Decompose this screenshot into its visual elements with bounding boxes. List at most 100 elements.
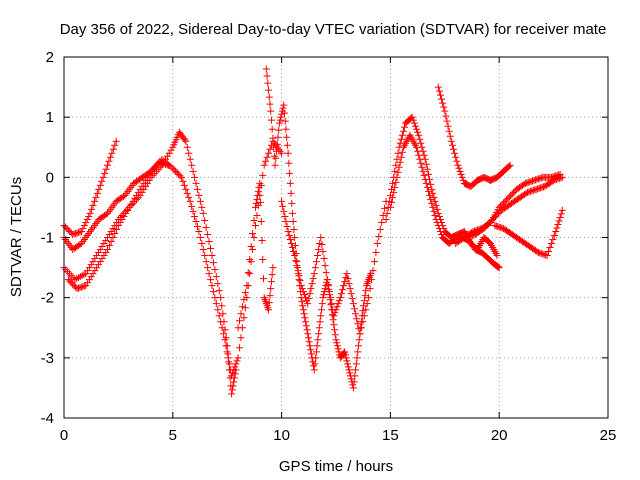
data-point xyxy=(164,161,172,169)
data-point xyxy=(373,240,381,248)
data-point xyxy=(267,116,275,124)
data-point xyxy=(207,276,215,284)
data-point xyxy=(304,330,312,338)
data-point xyxy=(530,176,538,184)
axis-ticks xyxy=(63,56,609,419)
data-point xyxy=(172,167,180,175)
x-tick-label: 20 xyxy=(491,427,508,444)
data-point xyxy=(330,312,338,320)
data-point xyxy=(494,222,502,230)
data-point xyxy=(278,110,286,118)
data-point xyxy=(98,177,106,185)
data-point xyxy=(254,191,262,199)
data-point xyxy=(189,167,197,175)
data-point xyxy=(343,270,351,278)
data-point xyxy=(331,331,339,339)
data-point xyxy=(250,234,258,241)
data-point xyxy=(459,176,467,184)
data-point xyxy=(390,188,398,196)
data-point xyxy=(260,161,268,169)
data-point xyxy=(391,167,399,175)
data-point xyxy=(223,342,231,350)
data-point xyxy=(193,185,201,193)
data-point xyxy=(104,246,112,254)
data-point xyxy=(219,310,227,318)
data-point xyxy=(106,153,114,161)
data-point xyxy=(64,276,72,284)
y-tick-label: -1 xyxy=(41,230,54,247)
data-point xyxy=(254,187,262,195)
data-point xyxy=(265,86,273,94)
data-point xyxy=(160,160,168,168)
data-point xyxy=(521,179,529,187)
data-point xyxy=(417,159,425,167)
data-point xyxy=(543,252,551,260)
data-point xyxy=(275,119,283,127)
data-point xyxy=(188,161,196,169)
data-point xyxy=(263,72,271,80)
data-point xyxy=(165,149,173,157)
data-point xyxy=(362,287,370,295)
data-point xyxy=(498,224,506,232)
data-point xyxy=(225,366,233,374)
data-point xyxy=(416,155,424,163)
data-point xyxy=(352,360,360,368)
data-point xyxy=(341,278,349,286)
data-point xyxy=(286,236,294,244)
data-point xyxy=(89,258,97,266)
data-point xyxy=(118,215,126,223)
data-point xyxy=(281,117,289,125)
data-point xyxy=(232,366,240,374)
data-point xyxy=(241,289,249,297)
data-point xyxy=(273,140,281,148)
data-point xyxy=(510,188,518,196)
data-point xyxy=(555,174,563,182)
data-point xyxy=(104,161,112,169)
data-point xyxy=(556,213,564,221)
data-point xyxy=(196,197,204,205)
data-point xyxy=(329,316,337,324)
data-point xyxy=(169,164,177,172)
data-point xyxy=(361,292,369,300)
data-point xyxy=(288,244,296,252)
data-point xyxy=(285,159,293,167)
data-point xyxy=(427,195,435,203)
data-point xyxy=(105,242,113,250)
data-point xyxy=(98,243,106,251)
data-point xyxy=(325,288,333,296)
data-point xyxy=(221,326,229,334)
data-point xyxy=(286,169,294,177)
data-point xyxy=(304,334,312,342)
data-point xyxy=(455,164,463,172)
data-point xyxy=(280,207,288,215)
data-point xyxy=(484,220,492,228)
data-point xyxy=(344,275,352,283)
data-point xyxy=(281,109,289,117)
data-point xyxy=(434,221,442,229)
data-point xyxy=(534,185,542,193)
data-point xyxy=(151,163,159,171)
data-point xyxy=(343,357,351,365)
data-point xyxy=(550,176,558,184)
data-point xyxy=(259,171,267,179)
data-point xyxy=(243,282,251,290)
data-point xyxy=(417,139,425,147)
y-tick-label: -3 xyxy=(41,350,54,367)
data-point xyxy=(337,290,345,298)
data-point xyxy=(290,248,298,256)
chart-title: Day 356 of 2022, Sidereal Day-to-day VTE… xyxy=(60,21,607,38)
data-point xyxy=(483,221,491,229)
data-point xyxy=(397,135,405,143)
data-point xyxy=(113,225,121,233)
data-point xyxy=(333,339,341,347)
data-point xyxy=(336,294,344,302)
data-point xyxy=(353,354,361,362)
data-point xyxy=(84,267,92,275)
data-point xyxy=(281,212,289,220)
data-point xyxy=(440,103,448,111)
data-point xyxy=(212,273,220,281)
data-point xyxy=(320,255,328,263)
data-point xyxy=(87,261,95,269)
data-point xyxy=(299,288,307,296)
y-tick-label: -4 xyxy=(41,410,54,427)
